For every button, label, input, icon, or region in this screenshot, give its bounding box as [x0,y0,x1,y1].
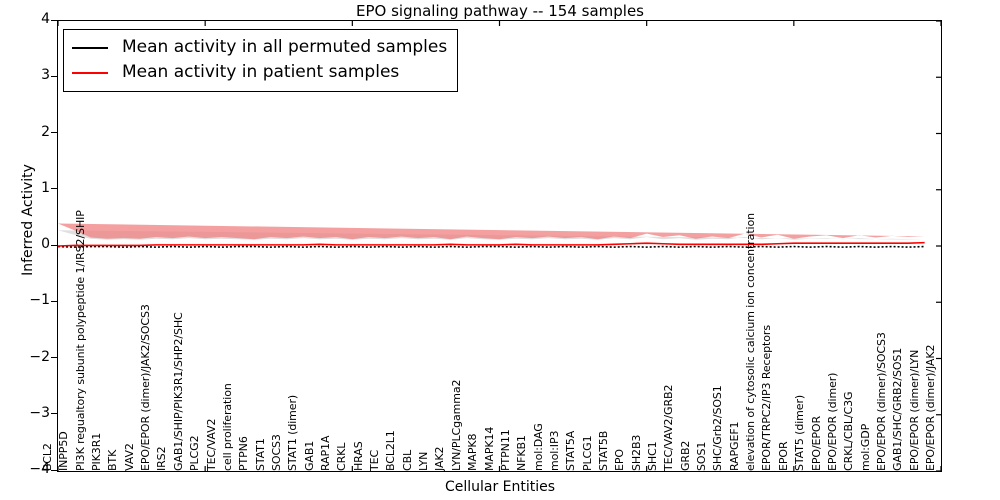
legend-label: Mean activity in patient samples [122,62,400,82]
chart-legend: Mean activity in all permuted samples Mea… [63,29,459,92]
y-axis-tick-mark [51,469,57,471]
y-axis-tick-2: 2 [41,123,50,140]
legend-line-swatch [72,46,108,49]
y-axis-tick-3: 3 [41,67,50,84]
patient-mean-line [58,241,925,247]
y-axis-tick-mark [51,188,57,190]
y-axis-tick-neg2: −2 [29,348,50,365]
y-axis-tick-mark [51,132,57,134]
plot-area [57,20,942,472]
y-axis-tick-neg4: −4 [29,461,50,477]
patient-confidence-band [58,223,925,240]
y-axis-tick-labels: −4 −3 −2 −1 0 1 2 3 4 [0,0,57,500]
permuted-mean-line [58,245,925,248]
y-axis-tick-mark [51,357,57,359]
y-axis-tick-mark [51,19,57,21]
y-axis-tick-neg1: −1 [29,292,50,309]
legend-item[interactable]: Mean activity in all permuted samples [72,35,447,60]
legend-line-swatch [72,71,108,74]
y-axis-label: Inferred Activity [20,164,36,276]
plot-canvas [58,21,941,471]
legend-label: Mean activity in all permuted samples [122,37,448,57]
y-axis-tick-4: 4 [41,11,50,27]
legend-item[interactable]: Mean activity in patient samples [72,60,447,85]
y-axis-tick-neg3: −3 [29,404,50,421]
x-axis-label: Cellular Entities [444,479,556,495]
y-axis-tick-0: 0 [41,236,50,252]
y-axis-tick-mark [51,75,57,77]
y-axis-tick-mark [51,300,57,302]
y-axis-tick-mark [51,244,57,246]
page-title: EPO signaling pathway -- 154 samples [356,2,644,20]
y-axis-tick-mark [51,413,57,415]
y-axis-tick-1: 1 [41,179,50,196]
